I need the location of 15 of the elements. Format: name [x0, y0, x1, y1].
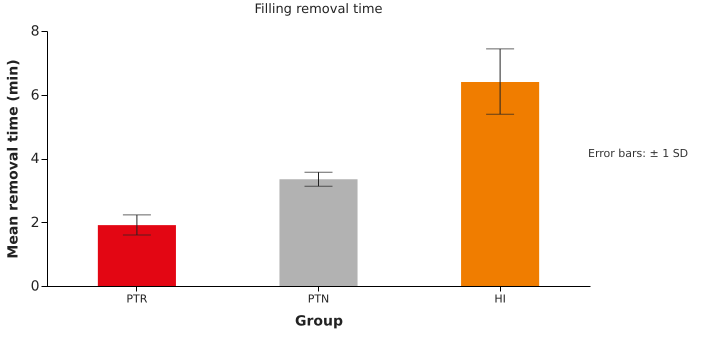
chart-title: Filling removal time	[254, 2, 383, 17]
y-tick-label: 4	[30, 151, 40, 167]
bar	[461, 82, 540, 286]
y-axis-title: Mean removal time (min)	[6, 59, 22, 259]
y-tick-label: 2	[30, 214, 40, 231]
x-tick-label: PTN	[308, 292, 330, 306]
y-tick-label: 0	[30, 278, 40, 294]
x-tick-label: HI	[494, 292, 506, 306]
bar	[279, 179, 358, 286]
annotation: Error bars: ± 1 SD	[588, 147, 688, 160]
y-tick-label: 8	[30, 24, 40, 40]
x-axis-title: Group	[294, 314, 344, 330]
y-tick-label: 6	[30, 87, 40, 104]
x-tick-label: PTR	[126, 292, 148, 306]
bar	[98, 225, 176, 286]
